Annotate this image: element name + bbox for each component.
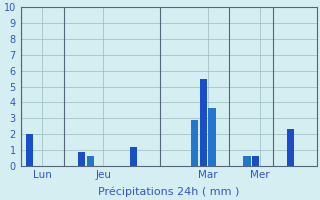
Bar	[130, 147, 137, 166]
Bar	[191, 120, 198, 166]
Bar	[26, 134, 33, 166]
Bar	[200, 79, 207, 166]
Bar	[252, 156, 259, 166]
Bar	[78, 152, 85, 166]
Bar	[208, 108, 216, 166]
Bar	[86, 156, 94, 166]
Bar	[287, 129, 294, 166]
X-axis label: Précipitations 24h ( mm ): Précipitations 24h ( mm )	[98, 186, 239, 197]
Bar	[243, 156, 251, 166]
